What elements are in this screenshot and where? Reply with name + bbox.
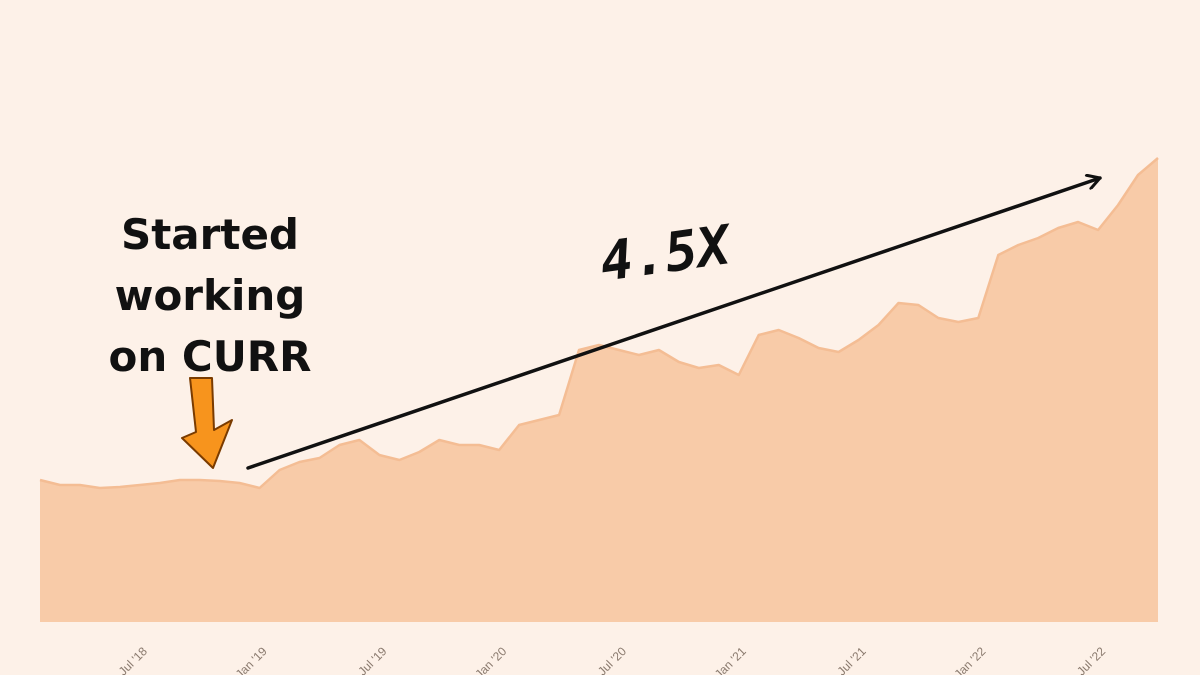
start-arrow xyxy=(181,377,233,469)
x-tick-label: Jan '21 xyxy=(712,644,749,675)
area xyxy=(40,158,1158,622)
growth-arrow xyxy=(246,178,1102,470)
x-tick-label: Jan '19 xyxy=(233,644,270,675)
x-tick-label: Jan '22 xyxy=(951,644,988,675)
area-line xyxy=(39,157,1159,490)
annotation: Started working on CURR xyxy=(108,210,312,381)
x-tick-label: Jan '20 xyxy=(472,644,509,675)
x-tick-label: Jul '22 xyxy=(1074,644,1108,675)
x-tick-label: Jul '20 xyxy=(595,644,629,675)
x-tick-label: Jul '19 xyxy=(355,644,389,675)
x-tick-label: Jul '21 xyxy=(834,644,868,675)
x-tick-label: Jul '18 xyxy=(116,644,150,675)
